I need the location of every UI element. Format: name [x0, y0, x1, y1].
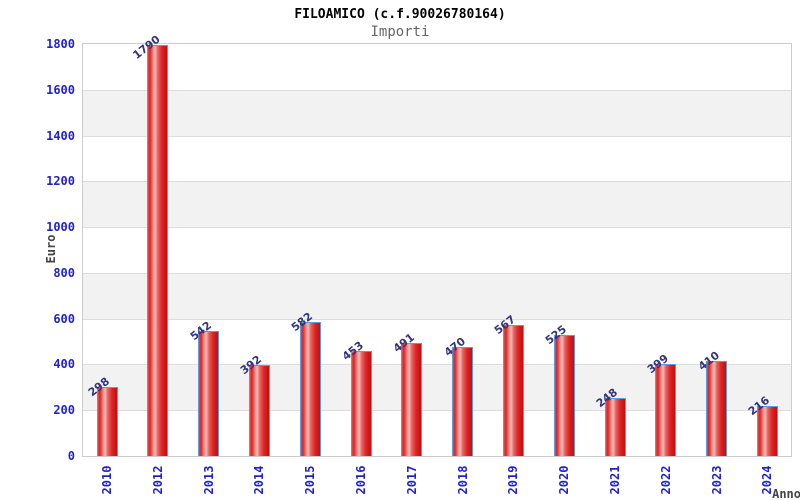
chart-title: FILOAMICO (c.f.90026780164): [294, 7, 506, 22]
gridline: [83, 227, 791, 228]
bar: [655, 364, 676, 456]
x-tick-label: 2010: [100, 465, 114, 495]
plot-area: 0 200 400 600 800 1000 1200 1400 1600 1800 Euro 298…: [44, 33, 800, 500]
bar: [198, 331, 219, 456]
y-tick-label: 400: [53, 357, 75, 372]
plot-band: [83, 89, 791, 136]
x-tick-label: 2019: [506, 465, 521, 495]
y-tick-label: 0: [67, 449, 75, 463]
bar: [452, 347, 473, 456]
gridline: [83, 90, 791, 91]
x-tick-label: 2014: [252, 465, 267, 495]
bar: [351, 351, 372, 456]
y-tick-label: 200: [53, 403, 75, 418]
gridline: [83, 410, 791, 411]
gridline: [83, 319, 791, 320]
bar: [503, 325, 524, 456]
x-axis-title: Anno: [772, 487, 800, 500]
bar: [605, 398, 626, 456]
gridline: [83, 273, 791, 274]
x-tick-label: 2016: [354, 465, 368, 495]
x-tick-label: 2018: [455, 465, 470, 495]
bar: [147, 45, 168, 456]
y-tick-label: 1400: [46, 128, 75, 143]
y-axis-title: Euro: [44, 234, 58, 264]
bar: [249, 365, 270, 456]
x-tick-label: 2015: [303, 465, 318, 495]
x-tick-label: 2013: [201, 465, 216, 495]
plot-band: [83, 181, 791, 228]
gridline: [83, 364, 791, 365]
y-tick-label: 800: [53, 265, 75, 280]
x-tick-label: 2021: [608, 465, 622, 495]
y-tick-label: 1600: [46, 82, 75, 97]
y-tick-label: 600: [53, 311, 75, 326]
bar: [757, 406, 778, 456]
y-tick-label: 1000: [46, 220, 75, 235]
x-tick-label: 2022: [658, 465, 673, 495]
y-tick-label: 1200: [46, 174, 75, 189]
bar: [97, 387, 118, 456]
gridline: [83, 181, 791, 182]
chart-subtitle: Importi: [370, 24, 430, 40]
x-tick-label: 2023: [709, 465, 724, 495]
x-tick-label: 2020: [557, 465, 572, 495]
y-tick-label: 1800: [46, 37, 75, 51]
bar: [300, 322, 321, 456]
plot-band: [83, 272, 791, 319]
gridline: [83, 136, 791, 137]
plot-band: [83, 364, 791, 411]
bar: [554, 335, 575, 456]
bar: [401, 343, 422, 456]
x-tick-label: 2012: [150, 465, 165, 495]
bar: [706, 361, 727, 456]
x-tick-label: 2017: [404, 465, 419, 495]
